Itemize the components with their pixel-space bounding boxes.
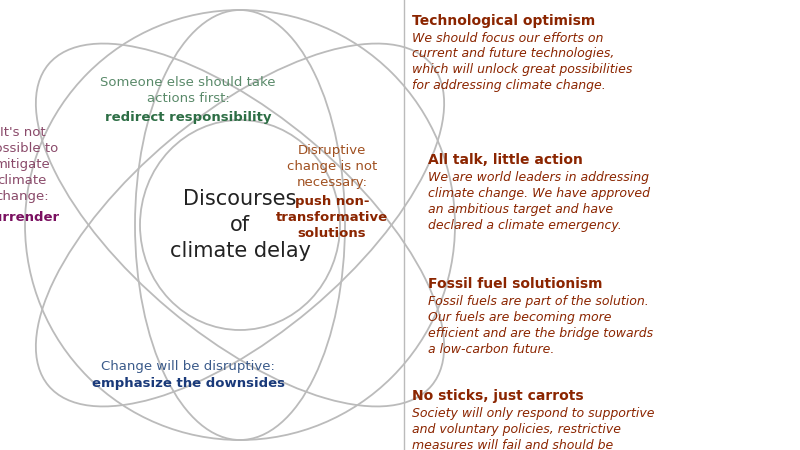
- Text: Someone else should take
actions first:: Someone else should take actions first:: [100, 76, 276, 105]
- Text: Disruptive
change is not
necessary:: Disruptive change is not necessary:: [287, 144, 377, 189]
- Text: emphasize the downsides: emphasize the downsides: [91, 377, 285, 390]
- Text: No sticks, just carrots: No sticks, just carrots: [412, 389, 584, 403]
- Text: push non-
transformative
solutions: push non- transformative solutions: [276, 195, 388, 240]
- Text: Fossil fuel solutionism: Fossil fuel solutionism: [428, 277, 602, 291]
- Text: Fossil fuels are part of the solution.
Our fuels are becoming more
efficient and: Fossil fuels are part of the solution. O…: [428, 295, 653, 356]
- Text: It's not
possible to
mitigate
climate
change:: It's not possible to mitigate climate ch…: [0, 126, 58, 203]
- Text: redirect responsibility: redirect responsibility: [105, 111, 271, 123]
- Text: Society will only respond to supportive
and voluntary policies, restrictive
meas: Society will only respond to supportive …: [412, 407, 654, 450]
- Text: Discourses
of
climate delay: Discourses of climate delay: [170, 189, 310, 261]
- Text: All talk, little action: All talk, little action: [428, 153, 583, 167]
- Text: Technological optimism: Technological optimism: [412, 14, 595, 27]
- Text: We should focus our efforts on
current and future technologies,
which will unloc: We should focus our efforts on current a…: [412, 32, 632, 93]
- Text: Change will be disruptive:: Change will be disruptive:: [101, 360, 275, 373]
- Text: surrender: surrender: [0, 211, 59, 224]
- Text: We are world leaders in addressing
climate change. We have approved
an ambitious: We are world leaders in addressing clima…: [428, 171, 650, 232]
